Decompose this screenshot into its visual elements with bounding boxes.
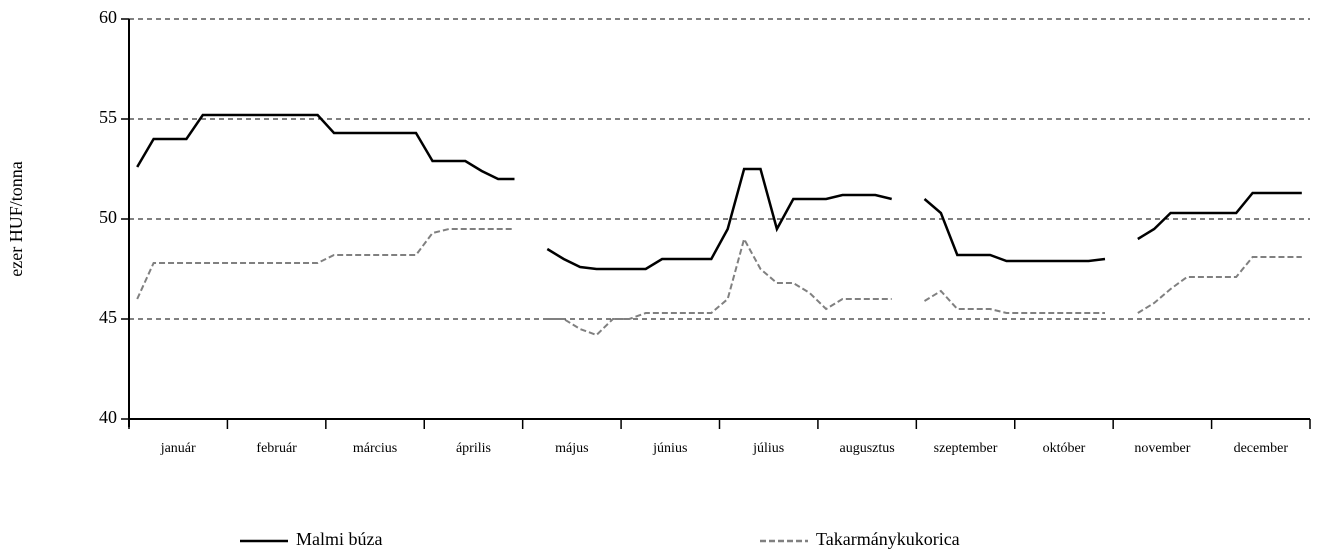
series-line xyxy=(1137,256,1302,314)
series-line xyxy=(923,198,1106,263)
y-tick-label: 55 xyxy=(99,107,117,127)
series-line xyxy=(136,228,515,300)
x-tick-label: március xyxy=(353,441,397,456)
series-line xyxy=(547,236,892,337)
x-tick-label: április xyxy=(456,441,491,456)
x-tick-label: szeptember xyxy=(934,441,998,456)
x-tick-label: december xyxy=(1234,441,1289,456)
series-line xyxy=(1137,191,1302,241)
series-line xyxy=(546,167,892,271)
x-tick-label: október xyxy=(1043,441,1086,456)
x-tick-label: november xyxy=(1134,441,1190,456)
x-tick-label: június xyxy=(652,441,687,456)
x-tick-label: január xyxy=(160,441,196,456)
series-line xyxy=(136,113,515,181)
x-tick-label: július xyxy=(752,441,784,456)
legend-label: Malmi búza xyxy=(296,529,382,549)
y-tick-label: 40 xyxy=(99,407,117,427)
legend-label: Takarmánykukorica xyxy=(816,529,960,549)
x-tick-label: május xyxy=(555,441,588,456)
x-tick-label: augusztus xyxy=(840,441,895,456)
y-tick-label: 50 xyxy=(99,207,117,227)
series-line xyxy=(923,289,1105,314)
y-tick-label: 45 xyxy=(99,307,117,327)
x-tick-label: február xyxy=(256,441,297,456)
y-tick-label: 60 xyxy=(99,7,117,27)
y-axis-label: ezer HUF/tonna xyxy=(6,161,26,276)
